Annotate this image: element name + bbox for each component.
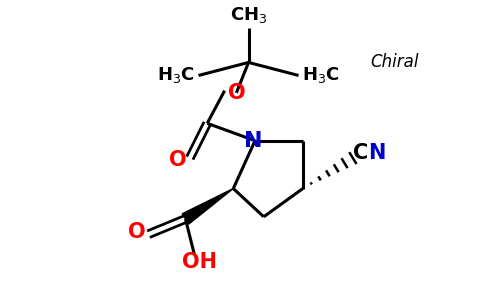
Polygon shape — [182, 188, 233, 224]
Text: O: O — [169, 150, 187, 170]
Text: N: N — [243, 131, 262, 151]
Text: OH: OH — [182, 252, 217, 272]
Text: CH$_3$: CH$_3$ — [230, 4, 267, 25]
Text: O: O — [128, 222, 146, 242]
Text: Chiral: Chiral — [370, 53, 419, 71]
Text: H$_3$C: H$_3$C — [302, 65, 340, 86]
Text: N: N — [368, 143, 385, 163]
Text: C: C — [353, 143, 368, 163]
Text: O: O — [227, 83, 245, 103]
Text: H$_3$C: H$_3$C — [157, 65, 195, 86]
